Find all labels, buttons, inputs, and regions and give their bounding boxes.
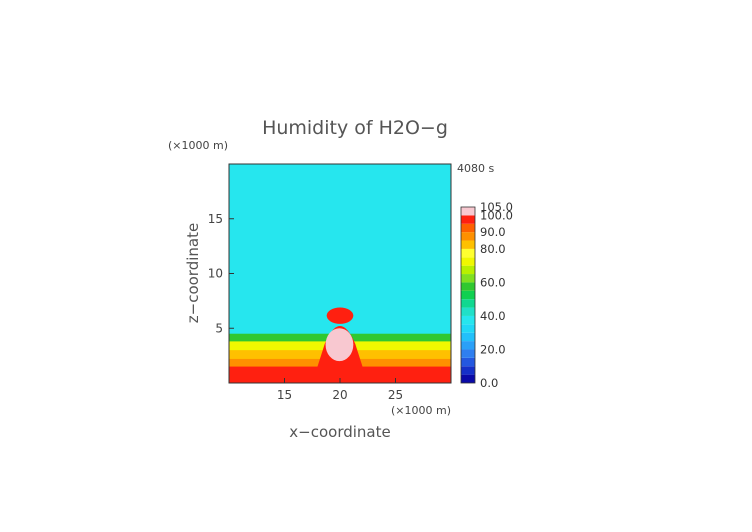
x-tick-label: 25 <box>388 388 403 402</box>
colorbar-swatch <box>461 307 475 316</box>
field-region-cap-8 <box>326 307 354 324</box>
humidity-field <box>229 164 451 383</box>
x-axis-ticks: 15 20 25 <box>277 378 403 402</box>
chart-title: Humidity of H2O−g <box>262 117 448 139</box>
colorbar-swatch <box>461 265 475 275</box>
colorbar <box>460 206 476 384</box>
field-region-plume_core-7 <box>325 328 354 362</box>
colorbar-swatch <box>461 240 475 249</box>
z-unit-label: (×1000 m) <box>168 139 228 152</box>
colorbar-swatch <box>461 248 475 258</box>
time-label: 4080 s <box>457 162 494 175</box>
colorbar-swatch <box>461 324 475 333</box>
colorbar-swatch <box>461 341 475 350</box>
z-tick-label: 10 <box>208 267 223 281</box>
x-axis-label: x−coordinate <box>289 423 390 441</box>
colorbar-swatch <box>461 366 475 375</box>
colorbar-label: 90.0 <box>480 225 506 239</box>
x-tick-label: 20 <box>332 388 347 402</box>
colorbar-label: 60.0 <box>480 275 506 289</box>
z-tick-label: 15 <box>208 212 223 226</box>
z-tick-label: 5 <box>215 321 223 335</box>
colorbar-label: 0.0 <box>480 376 498 390</box>
colorbar-swatch <box>461 232 475 241</box>
colorbar-label: 100.0 <box>480 208 513 222</box>
colorbar-label: 40.0 <box>480 309 506 323</box>
colorbar-swatch <box>461 207 475 216</box>
z-axis-ticks: 5 10 15 <box>208 212 234 335</box>
colorbar-swatch <box>461 374 475 383</box>
colorbar-frame <box>460 206 476 384</box>
colorbar-swatch <box>461 315 475 325</box>
x-tick-label: 15 <box>277 388 292 402</box>
colorbar-swatch <box>461 215 475 224</box>
colorbar-swatch <box>461 282 475 291</box>
z-axis-label: z−coordinate <box>184 223 202 323</box>
colorbar-swatch <box>461 332 475 342</box>
x-unit-label: (×1000 m) <box>391 404 451 417</box>
colorbar-label: 20.0 <box>480 342 506 356</box>
colorbar-swatch <box>461 299 475 308</box>
colorbar-swatch <box>461 274 475 283</box>
colorbar-swatch <box>461 357 475 367</box>
colorbar-swatch <box>461 349 475 358</box>
colorbar-swatch <box>461 257 475 266</box>
colorbar-label: 105.0 <box>480 200 513 214</box>
colorbar-label: 80.0 <box>480 242 506 256</box>
colorbar-swatch <box>461 290 475 300</box>
colorbar-swatch <box>461 223 475 233</box>
